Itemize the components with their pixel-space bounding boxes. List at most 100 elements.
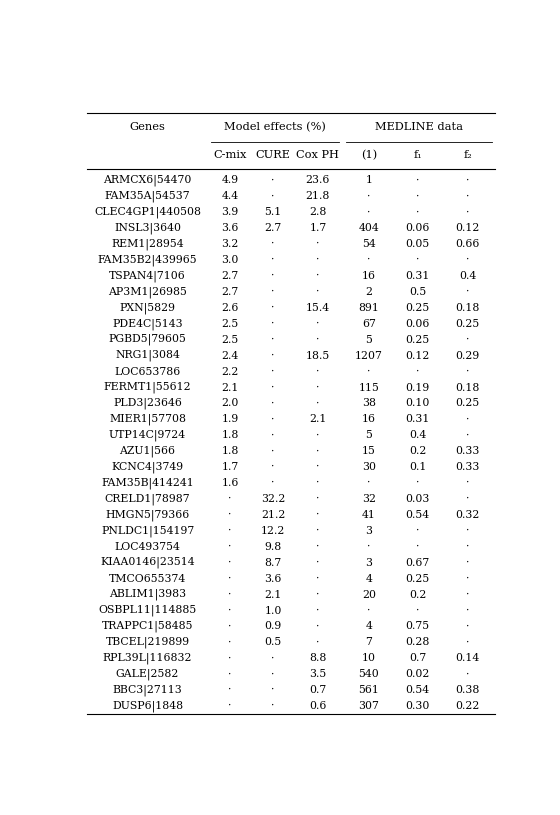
Text: 0.7: 0.7 [309,685,326,695]
Text: ·: · [316,335,320,345]
Text: ·: · [316,478,320,488]
Text: ·: · [316,542,320,552]
Text: 8.7: 8.7 [264,557,282,568]
Text: 0.33: 0.33 [456,462,480,472]
Text: C-mix: C-mix [213,150,247,160]
Text: ·: · [367,478,371,488]
Text: 2.1: 2.1 [309,414,326,425]
Text: ·: · [271,382,274,393]
Text: 0.10: 0.10 [405,399,430,408]
Text: 12.2: 12.2 [261,526,285,536]
Text: UTP14C|9724: UTP14C|9724 [109,430,186,441]
Text: ·: · [228,606,232,615]
Text: ·: · [466,606,469,615]
Text: 0.12: 0.12 [405,350,430,361]
Text: ·: · [466,367,469,377]
Text: 0.33: 0.33 [456,447,480,456]
Text: ·: · [367,255,371,265]
Text: CLEC4GP1|440508: CLEC4GP1|440508 [94,206,201,218]
Text: 1.9: 1.9 [222,414,239,425]
Text: 38: 38 [362,399,376,408]
Text: ·: · [228,510,232,520]
Text: ·: · [367,542,371,552]
Text: PDE4C|5143: PDE4C|5143 [112,318,183,329]
Text: ABLIM1|3983: ABLIM1|3983 [109,589,186,601]
Text: ·: · [316,239,320,249]
Text: 0.22: 0.22 [456,701,480,711]
Text: ·: · [316,494,320,504]
Text: 4.9: 4.9 [222,175,239,186]
Text: MIER1|57708: MIER1|57708 [109,414,186,425]
Text: ·: · [228,542,232,552]
Text: 0.06: 0.06 [405,223,430,233]
Text: ·: · [367,192,371,201]
Text: 32: 32 [362,494,376,504]
Text: Model effects (%): Model effects (%) [224,121,326,132]
Text: ·: · [228,637,232,647]
Text: 0.67: 0.67 [405,557,430,568]
Text: f₁: f₁ [413,150,422,160]
Text: 41: 41 [362,510,376,520]
Text: 2.0: 2.0 [221,399,239,408]
Text: KIAA0146|23514: KIAA0146|23514 [100,557,195,569]
Text: ·: · [416,207,419,218]
Text: 0.03: 0.03 [405,494,430,504]
Text: ·: · [271,271,274,281]
Text: ·: · [466,478,469,488]
Text: ·: · [271,669,274,679]
Text: 540: 540 [358,669,379,679]
Text: 23.6: 23.6 [306,175,330,186]
Text: LOC653786: LOC653786 [114,367,181,377]
Text: BBC3|27113: BBC3|27113 [113,685,183,696]
Text: 1: 1 [365,175,372,186]
Text: CURE: CURE [255,150,291,160]
Text: 1207: 1207 [355,350,383,361]
Text: ·: · [316,526,320,536]
Text: ·: · [466,526,469,536]
Text: ·: · [271,303,274,313]
Text: ·: · [316,574,320,584]
Text: ·: · [271,350,274,361]
Text: 0.25: 0.25 [405,303,430,313]
Text: 2.6: 2.6 [221,303,239,313]
Text: 0.06: 0.06 [405,319,430,328]
Text: ·: · [466,542,469,552]
Text: ·: · [316,255,320,265]
Text: ·: · [228,526,232,536]
Text: LOC493754: LOC493754 [115,542,180,552]
Text: ARMCX6|54470: ARMCX6|54470 [104,174,192,186]
Text: 1.0: 1.0 [264,606,282,615]
Text: FAM35B|414241: FAM35B|414241 [101,478,194,489]
Text: FAM35B2|439965: FAM35B2|439965 [98,254,197,266]
Text: 54: 54 [362,239,376,249]
Text: 2.5: 2.5 [222,319,239,328]
Text: 32.2: 32.2 [261,494,285,504]
Text: ·: · [416,526,419,536]
Text: ·: · [466,494,469,504]
Text: MEDLINE data: MEDLINE data [375,121,463,132]
Text: DUSP6|1848: DUSP6|1848 [112,700,183,711]
Text: ·: · [316,287,320,297]
Text: ·: · [316,367,320,377]
Text: KCNC4|3749: KCNC4|3749 [111,461,184,473]
Text: ·: · [316,462,320,472]
Text: ·: · [316,510,320,520]
Text: ·: · [316,319,320,328]
Text: 15.4: 15.4 [306,303,330,313]
Text: 3: 3 [365,557,372,568]
Text: 0.05: 0.05 [405,239,430,249]
Text: ·: · [228,557,232,568]
Text: FERMT1|55612: FERMT1|55612 [104,381,192,394]
Text: FAM35A|54537: FAM35A|54537 [105,191,190,202]
Text: 0.7: 0.7 [409,654,426,663]
Text: 0.4: 0.4 [409,430,426,440]
Text: 0.31: 0.31 [405,414,430,425]
Text: 3.6: 3.6 [264,574,282,584]
Text: ·: · [271,399,274,408]
Text: ·: · [316,399,320,408]
Text: 891: 891 [358,303,379,313]
Text: 3.9: 3.9 [222,207,239,218]
Text: 5: 5 [366,430,372,440]
Text: TSPAN4|7106: TSPAN4|7106 [109,271,186,282]
Text: ·: · [316,606,320,615]
